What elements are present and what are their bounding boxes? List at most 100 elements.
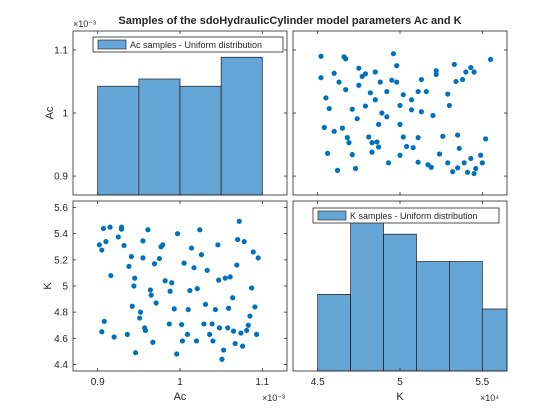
ac-vs-k-point — [403, 143, 410, 150]
bl-y-tick-label: 5.2 — [54, 255, 68, 266]
k-vs-ac-point — [129, 303, 135, 309]
ac-vs-k-point — [372, 97, 378, 103]
k-vs-ac-point — [219, 356, 225, 362]
ac-vs-k-point — [384, 114, 390, 120]
ac-vs-k-point — [377, 79, 383, 85]
k-vs-ac-point — [210, 338, 216, 344]
k-vs-ac-point — [126, 263, 132, 269]
k-vs-ac-point — [140, 238, 146, 244]
ac-hist-bar — [179, 85, 222, 196]
k-vs-ac-point — [241, 238, 247, 245]
k-vs-ac-point — [137, 309, 144, 315]
ac-vs-k-point — [436, 151, 443, 157]
ac-hist-legend-label: Ac samples - Uniform distribution — [130, 40, 262, 50]
ac-vs-k-point — [483, 136, 489, 142]
ac-vs-k-point — [334, 167, 341, 173]
k-vs-ac-point — [193, 338, 200, 344]
ac-vs-k-point — [400, 92, 406, 98]
k-vs-ac-point — [253, 331, 260, 337]
ac-vs-k-point — [362, 103, 369, 109]
k-vs-ac-point — [111, 334, 117, 340]
k-vs-ac-point — [145, 227, 151, 233]
k-vs-ac-point — [137, 315, 143, 321]
k-vs-ac-point — [187, 287, 193, 294]
ac-vs-k-point — [318, 53, 324, 59]
ac-vs-k-point — [430, 112, 436, 119]
ac-vs-k-point — [459, 76, 466, 83]
k-hist-legend: K samples - Uniform distribution — [312, 207, 500, 224]
k-vs-ac-point — [236, 218, 242, 224]
ac-vs-k-point — [376, 121, 382, 127]
ac-vs-k-point — [394, 63, 400, 69]
ac-vs-k-point — [408, 107, 415, 113]
k-vs-ac-point — [245, 322, 251, 328]
k-vs-ac-point — [238, 330, 244, 336]
ac-vs-k-point — [415, 159, 421, 165]
ac-vs-k-point — [374, 139, 380, 145]
ac-vs-k-point — [379, 110, 385, 116]
ac-vs-k-point — [478, 152, 484, 158]
k-vs-ac-point — [166, 321, 172, 327]
k-vs-ac-point — [150, 339, 156, 345]
ac-vs-k-point — [356, 65, 362, 71]
k-hist-bar — [383, 233, 417, 372]
k-vs-ac-point — [252, 304, 258, 310]
k-vs-ac-point — [198, 252, 204, 258]
k-vs-ac-point — [197, 227, 203, 233]
ac-hist-y-tick-label: 1 — [62, 109, 68, 120]
k-hist-bar — [481, 308, 508, 372]
k-vs-ac-point — [188, 245, 195, 251]
k-vs-ac-point — [103, 238, 109, 245]
ac-vs-k-point — [471, 69, 477, 75]
ac-hist-y-tick-label: 0.9 — [54, 172, 68, 183]
ac-vs-k-point — [369, 140, 375, 146]
ac-vs-k-point — [397, 152, 403, 158]
k-vs-ac-point — [185, 306, 191, 313]
k-vs-ac-point — [209, 321, 215, 327]
k-x-axis-label: K — [396, 391, 404, 403]
ac-vs-k-point — [408, 97, 415, 103]
ac-vs-k-point — [455, 132, 461, 138]
bl-x-tick-label: 0.9 — [91, 377, 105, 388]
ac-vs-k-point — [323, 95, 329, 101]
k-hist-bar — [350, 221, 384, 372]
ac-vs-k-point — [321, 124, 327, 131]
k-vs-ac-point — [232, 340, 238, 347]
bl-y-tick-label: 5.6 — [54, 203, 68, 214]
k-hist-legend-label: K samples - Uniform distribution — [350, 211, 478, 221]
ac-vs-k-point — [468, 155, 474, 162]
k-vs-ac-point — [194, 286, 200, 292]
k-vs-ac-point — [202, 301, 209, 307]
k-vs-ac-point — [151, 261, 158, 267]
ac-vs-k-point — [344, 135, 350, 141]
ac-hist-y-tick-label: 1.1 — [54, 45, 68, 56]
ac-vs-k-point — [450, 169, 456, 175]
bl-x-tick-label: 1 — [177, 377, 183, 388]
k-vs-ac-point — [124, 331, 130, 337]
k-vs-ac-point — [128, 253, 135, 260]
ac-vs-k-point — [356, 82, 362, 88]
ac-vs-k-point — [446, 102, 452, 109]
k-hist-x-tick-label: 4.5 — [311, 377, 325, 388]
ac-vs-k-point — [423, 88, 429, 95]
ac-vs-k-point — [326, 105, 332, 112]
ac-vs-k-point — [463, 69, 469, 75]
k-vs-ac-point — [244, 327, 250, 334]
k-vs-ac-point — [212, 306, 218, 313]
ac-y-axis-label: Ac — [44, 106, 56, 119]
k-vs-ac-point — [147, 287, 153, 293]
k-vs-ac-point — [184, 331, 191, 337]
k-vs-ac-point — [115, 234, 121, 240]
k-vs-ac-point — [227, 274, 233, 280]
k-vs-ac-point — [171, 306, 177, 312]
k-vs-ac-point — [142, 327, 149, 334]
k-vs-ac-point — [131, 283, 137, 289]
k-vs-ac-point — [179, 321, 185, 328]
ac-vs-k-point — [445, 160, 451, 166]
bl-y-tick-label: 5 — [62, 282, 68, 293]
k-hist-bar — [416, 261, 450, 372]
ac-hist-legend: Ac samples - Uniform distribution — [92, 36, 284, 53]
k-vs-ac-point — [216, 277, 222, 283]
k-vs-ac-point — [235, 236, 241, 243]
ac-vs-k-point — [369, 149, 375, 155]
